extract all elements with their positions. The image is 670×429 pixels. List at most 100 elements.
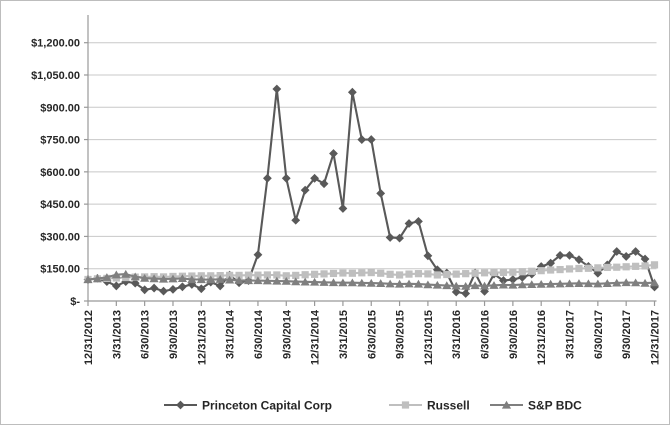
s-p-bdc-marker [498,280,509,289]
russell-marker [226,271,234,279]
x-tick-label: 12/31/2016 [536,310,548,365]
y-tick-label: $150.00 [40,264,80,276]
x-tick-label: 6/30/2015 [366,310,378,359]
russell-marker [329,269,338,278]
princeton-capital-corp-marker [130,278,140,288]
princeton-capital-corp-marker [366,135,376,144]
princeton-capital-corp-marker [272,84,282,94]
s-p-bdc-marker [470,281,480,290]
x-tick-label: 9/30/2017 [621,310,633,359]
series-s-p-bdc [83,269,660,290]
x-tick-label: 12/31/2013 [196,310,208,365]
s-p-bdc-marker [583,279,594,288]
russell-marker [471,269,479,277]
s-p-bdc-marker [564,279,575,288]
s-p-bdc-marker [451,281,461,290]
princeton-capital-corp-marker [140,285,150,295]
s-p-bdc-marker [234,276,244,284]
s-p-bdc-marker [225,275,235,284]
y-tick-label: $600.00 [40,167,80,179]
russell-marker [462,270,470,278]
s-p-bdc-marker [394,279,405,288]
russell-marker [537,267,545,275]
y-tick-label: $1,050.00 [31,70,80,82]
princeton-capital-corp-marker [310,173,319,183]
russell-marker [443,270,451,279]
princeton-capital-corp-marker [631,247,641,256]
s-p-bdc-marker [536,280,546,288]
s-p-bdc-marker [121,269,131,278]
legend-square-icon [401,401,410,409]
series-princeton-capital-corp-line [87,87,656,295]
s-p-bdc-marker [177,274,188,282]
russell-marker [518,268,526,276]
y-tick-label: $1,200.00 [31,38,80,50]
legend-triangle-icon [501,400,512,409]
s-p-bdc-marker [489,281,499,289]
s-p-bdc-marker [593,279,603,288]
russell-marker [613,263,621,271]
russell-marker [528,267,536,275]
russell-marker [254,271,262,279]
s-p-bdc-marker [158,274,169,283]
s-p-bdc-marker [196,275,206,284]
legend-label: S&P BDC [528,399,582,413]
s-p-bdc-marker [649,278,660,287]
s-p-bdc-marker [83,275,93,284]
russell-marker [282,272,290,280]
russell-marker [575,264,583,273]
russell-marker [386,270,394,278]
x-tick-label: 6/30/2013 [140,310,152,359]
x-tick-label: 12/31/2015 [423,310,435,365]
princeton-capital-corp-marker [159,286,168,296]
s-p-bdc-marker [319,278,329,286]
s-p-bdc-marker [206,275,216,284]
russell-marker [433,271,441,279]
princeton-capital-corp-marker [574,255,584,265]
s-p-bdc-marker [546,279,556,288]
x-tick-label: 12/31/2012 [83,310,95,365]
s-p-bdc-marker [461,281,471,290]
s-p-bdc-marker [253,276,263,285]
s-p-bdc-marker [328,278,339,287]
russell-marker [452,270,460,278]
s-p-bdc-marker [111,270,121,279]
princeton-capital-corp-marker [451,287,461,297]
princeton-capital-corp-marker [291,215,301,225]
princeton-capital-corp-marker [508,275,518,284]
s-p-bdc-marker [385,279,395,288]
s-p-bdc-marker [291,277,301,286]
princeton-capital-corp-marker [253,250,263,260]
s-p-bdc-marker [413,279,424,288]
russell-marker [584,264,593,272]
princeton-capital-corp-marker [376,188,386,198]
x-tick-label: 6/30/2014 [253,309,265,359]
s-p-bdc-marker [262,276,272,285]
princeton-capital-corp-marker [499,276,508,285]
s-p-bdc-marker [300,277,310,286]
x-tick-label: 9/30/2015 [395,310,407,359]
russell-marker [509,268,517,276]
s-p-bdc-marker [612,278,622,287]
s-p-bdc-marker [281,276,291,285]
x-tick-label: 3/31/2013 [111,310,123,359]
s-p-bdc-marker [187,275,197,284]
russell-marker [244,271,253,279]
russell-marker [339,269,347,277]
s-p-bdc-marker [602,279,612,287]
x-tick-label: 3/31/2017 [565,310,577,359]
princeton-capital-corp-marker [385,233,395,242]
y-tick-label: $- [70,296,80,308]
princeton-capital-corp-marker [300,185,310,195]
s-p-bdc-marker [555,279,565,288]
princeton-capital-corp-marker [149,283,159,293]
princeton-capital-corp-marker [621,252,631,261]
russell-marker [565,265,574,273]
princeton-capital-corp-marker [196,284,206,294]
legend-label: Princeton Capital Corp [202,399,332,413]
russell-marker [377,269,385,277]
y-tick-label: $900.00 [40,102,80,114]
russell-marker [358,269,366,277]
